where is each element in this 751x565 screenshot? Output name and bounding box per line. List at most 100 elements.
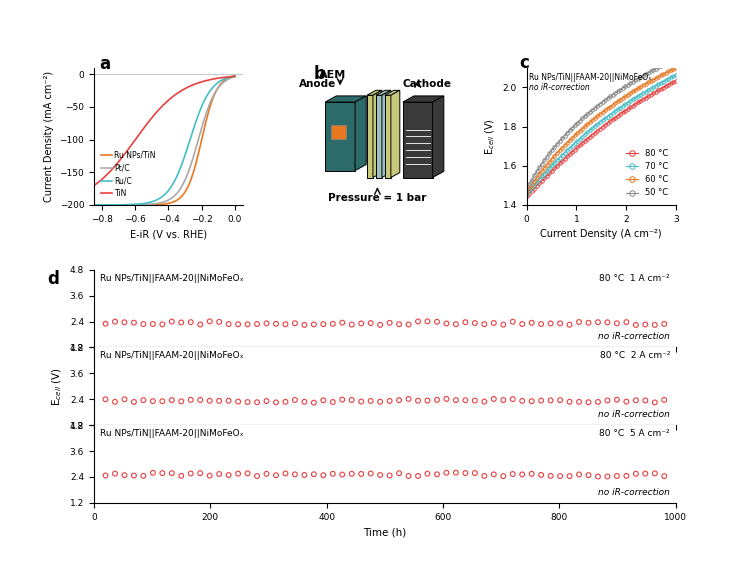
Point <box>431 318 443 327</box>
Point <box>488 394 500 403</box>
Point <box>526 397 538 406</box>
Point <box>412 471 424 480</box>
Point <box>639 396 651 405</box>
Point <box>195 468 207 477</box>
Point <box>365 397 377 406</box>
Point <box>298 397 310 406</box>
Point <box>261 470 273 479</box>
Point <box>516 470 528 479</box>
Point <box>137 320 149 329</box>
Point <box>298 320 310 329</box>
Point <box>630 320 642 329</box>
Point <box>403 471 415 480</box>
Point <box>232 469 244 478</box>
Point <box>450 468 462 477</box>
Point <box>403 394 415 403</box>
Point <box>658 472 671 481</box>
Point <box>478 320 490 329</box>
Point <box>137 471 149 480</box>
Text: Ru NPs/TiN||FAAM-20||NiMoFeOₓ: Ru NPs/TiN||FAAM-20||NiMoFeOₓ <box>100 273 243 282</box>
Ru NPs/TiN <box>173 196 182 203</box>
Point <box>393 396 405 405</box>
Legend: 80 °C, 70 °C, 60 °C, 50 °C: 80 °C, 70 °C, 60 °C, 50 °C <box>623 146 671 201</box>
Point <box>345 320 357 329</box>
Point <box>109 317 121 326</box>
Point <box>204 396 216 405</box>
Point <box>336 470 348 479</box>
Text: no iR-correction: no iR-correction <box>599 410 670 419</box>
Text: no iR-correction: no iR-correction <box>599 332 670 341</box>
Ru/C <box>89 202 98 208</box>
Text: a: a <box>99 55 110 73</box>
Point <box>393 320 405 329</box>
Point <box>421 317 433 326</box>
Point <box>526 318 538 327</box>
Point <box>583 318 595 327</box>
Y-axis label: E$_{cell}$ (V): E$_{cell}$ (V) <box>484 118 497 155</box>
Point <box>109 397 121 406</box>
Text: no iR-correction: no iR-correction <box>599 488 670 497</box>
Point <box>374 471 386 480</box>
Point <box>507 317 519 326</box>
Point <box>128 318 140 327</box>
Point <box>611 471 623 480</box>
Ru/C <box>227 73 236 80</box>
Point <box>573 397 585 406</box>
Point <box>602 396 614 405</box>
X-axis label: Time (h): Time (h) <box>363 527 406 537</box>
Point <box>213 470 225 479</box>
Y-axis label: E$_{cell}$ (V): E$_{cell}$ (V) <box>50 367 65 406</box>
Text: AEM: AEM <box>319 69 346 80</box>
Point <box>412 396 424 405</box>
Point <box>355 319 367 328</box>
Pt/C <box>173 189 182 195</box>
Text: 80 °C  1 A cm⁻²: 80 °C 1 A cm⁻² <box>599 273 670 282</box>
Point <box>431 396 443 405</box>
Point <box>431 470 443 479</box>
Point <box>384 318 396 327</box>
Point <box>544 396 556 405</box>
Point <box>583 398 595 407</box>
TiN <box>166 95 175 102</box>
Point <box>355 470 367 479</box>
Point <box>318 471 330 480</box>
Point <box>308 398 320 407</box>
Polygon shape <box>385 95 391 177</box>
Point <box>602 472 614 481</box>
Point <box>507 394 519 403</box>
Point <box>393 469 405 478</box>
TiN <box>205 76 214 83</box>
Point <box>421 469 433 478</box>
Point <box>384 397 396 406</box>
Ru NPs/TiN <box>89 202 98 208</box>
Text: c: c <box>519 54 529 72</box>
Point <box>554 472 566 481</box>
Polygon shape <box>373 90 382 177</box>
Polygon shape <box>325 102 355 171</box>
Ru NPs/TiN <box>231 72 240 79</box>
Point <box>365 469 377 478</box>
Point <box>639 469 651 478</box>
Polygon shape <box>403 96 444 102</box>
Point <box>345 470 357 479</box>
Point <box>563 397 575 406</box>
Point <box>563 472 575 481</box>
TiN <box>227 73 236 80</box>
Point <box>649 320 661 329</box>
Point <box>308 320 320 329</box>
Point <box>166 317 178 326</box>
Point <box>298 471 310 480</box>
Polygon shape <box>376 90 391 95</box>
Point <box>261 319 273 328</box>
Point <box>374 320 386 329</box>
Text: 80 °C  5 A cm⁻²: 80 °C 5 A cm⁻² <box>599 429 670 438</box>
Text: Anode: Anode <box>299 79 336 89</box>
Pt/C <box>89 202 98 208</box>
Point <box>156 468 168 477</box>
Point <box>507 470 519 479</box>
Point <box>175 397 187 406</box>
Pt/C <box>231 73 240 80</box>
Point <box>611 319 623 328</box>
Point <box>147 468 159 477</box>
Point <box>279 469 291 478</box>
